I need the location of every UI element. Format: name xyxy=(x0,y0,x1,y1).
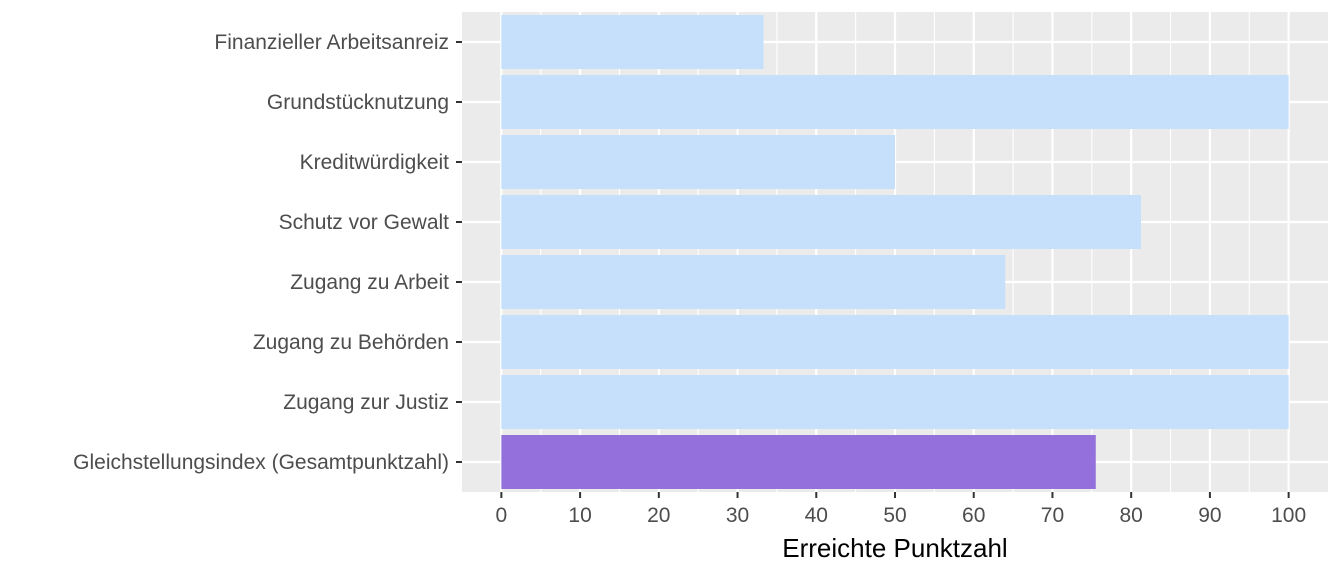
bars xyxy=(501,15,1289,489)
x-tick-label: 70 xyxy=(1041,504,1064,527)
bar xyxy=(501,195,1142,249)
bar xyxy=(501,315,1289,369)
category-label: Kreditwürdigkeit xyxy=(300,151,450,174)
bar xyxy=(501,375,1289,429)
category-label: Gleichstellungsindex (Gesamtpunktzahl) xyxy=(73,451,449,474)
x-axis: 0 10 20 30 40 50 60 70 80 90 100 xyxy=(496,492,1306,527)
x-tick-label: 10 xyxy=(568,504,591,527)
bar xyxy=(501,75,1289,129)
x-tick-label: 20 xyxy=(647,504,670,527)
x-tick-label: 90 xyxy=(1198,504,1221,527)
x-axis-title: Erreichte Punktzahl xyxy=(782,533,1007,563)
x-tick-label: 50 xyxy=(883,504,906,527)
x-tick-label: 60 xyxy=(962,504,985,527)
x-tick-label: 40 xyxy=(805,504,828,527)
y-axis: Finanzieller Arbeitsanreiz Grundstücknutz… xyxy=(73,31,462,474)
bar xyxy=(501,435,1096,489)
x-tick-label: 0 xyxy=(496,504,508,527)
category-label: Grundstücknutzung xyxy=(267,91,449,114)
x-tick-label: 80 xyxy=(1120,504,1143,527)
category-label: Zugang zur Justiz xyxy=(283,391,449,414)
x-tick-label: 100 xyxy=(1271,504,1306,527)
category-label: Schutz vor Gewalt xyxy=(279,211,450,234)
bar xyxy=(501,135,895,189)
category-label: Zugang zu Behörden xyxy=(253,331,449,354)
x-tick-label: 30 xyxy=(726,504,749,527)
category-label: Finanzieller Arbeitsanreiz xyxy=(214,31,449,54)
bar xyxy=(501,15,764,69)
category-label: Zugang zu Arbeit xyxy=(290,271,449,294)
bar xyxy=(501,255,1006,309)
